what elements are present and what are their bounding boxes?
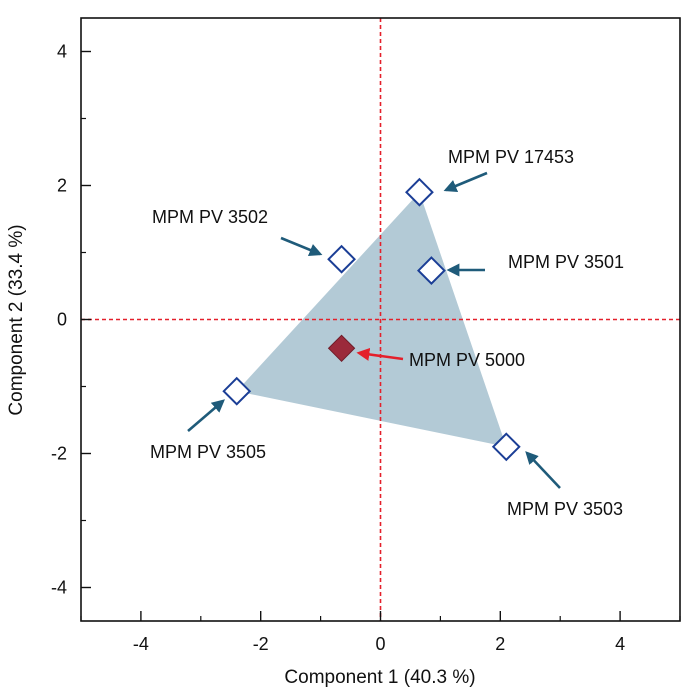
y-tick-label: -4 <box>51 578 67 598</box>
annotation-arrow <box>187 399 225 432</box>
point-label: MPM PV 17453 <box>448 147 574 167</box>
y-tick-label: 4 <box>57 42 67 62</box>
data-point-diamond <box>417 256 446 286</box>
x-tick-label: -2 <box>253 634 269 654</box>
point-labels: MPM PV 17453 MPM PV 3502 MPM PV 3501 MPM PV… <box>150 147 624 519</box>
x-tick-label: -4 <box>133 634 149 654</box>
y-tick-label: 2 <box>57 176 67 196</box>
point-label: MPM PV 3503 <box>507 499 623 519</box>
data-point-diamond <box>222 376 252 406</box>
y-tick-label: -2 <box>51 444 67 464</box>
point-label: MPM PV 3505 <box>150 442 266 462</box>
data-point-diamond <box>405 177 434 207</box>
data-point-filled-diamond <box>327 334 356 363</box>
axes: -4 -2 0 2 4 -4 -2 0 2 4 <box>51 17 681 654</box>
annotation-arrow <box>525 451 561 489</box>
data-point-diamond <box>327 244 356 274</box>
annotation-arrow <box>356 347 404 361</box>
annotation-arrow <box>443 171 488 193</box>
annotation-arrow <box>280 236 323 257</box>
annotation-arrows <box>187 171 561 489</box>
x-tick-label: 4 <box>615 634 625 654</box>
x-tick-label: 2 <box>495 634 505 654</box>
y-tick-label: 0 <box>57 310 67 330</box>
x-axis-title: Component 1 (40.3 %) <box>284 667 475 688</box>
x-tick-label: 0 <box>375 634 385 654</box>
point-label: MPM PV 3501 <box>508 252 624 272</box>
y-axis-title: Component 2 (33.4 %) <box>6 224 27 415</box>
point-label: MPM PV 3502 <box>152 207 268 227</box>
reference-lines <box>81 18 680 621</box>
point-label: MPM PV 5000 <box>409 350 525 370</box>
data-point-diamond <box>491 432 521 462</box>
data-points <box>222 177 521 462</box>
